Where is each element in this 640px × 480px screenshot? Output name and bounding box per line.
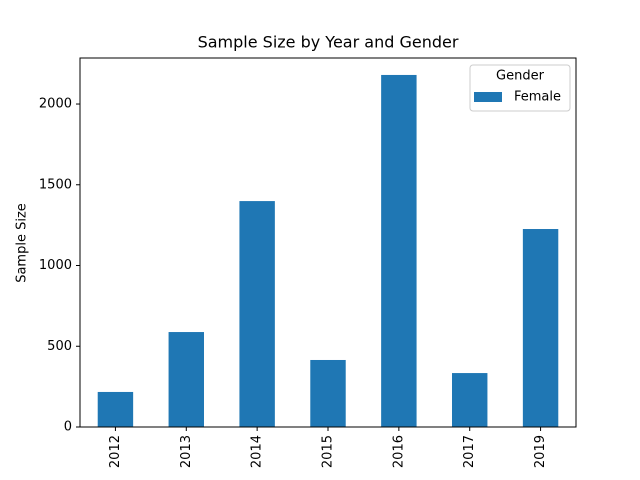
x-tick-label: 2012 bbox=[108, 435, 123, 468]
bar bbox=[97, 391, 134, 427]
x-tick-label: 2017 bbox=[462, 435, 477, 468]
x-tick-label: 2015 bbox=[321, 435, 336, 468]
x-tick-label: 2016 bbox=[391, 435, 406, 468]
y-tick-label: 1000 bbox=[39, 258, 72, 273]
bar bbox=[239, 201, 275, 427]
chart-title: Sample Size by Year and Gender bbox=[198, 33, 459, 52]
y-tick-label: 1500 bbox=[39, 177, 72, 192]
bar bbox=[310, 359, 346, 427]
legend-swatch bbox=[474, 92, 502, 102]
legend-label: Female bbox=[514, 90, 561, 105]
y-axis-label: Sample Size bbox=[15, 203, 30, 283]
x-tick-label: 2013 bbox=[179, 435, 194, 468]
y-tick-label: 500 bbox=[47, 339, 72, 354]
bar bbox=[381, 74, 417, 427]
x-tick-label: 2014 bbox=[250, 435, 265, 468]
bar bbox=[522, 229, 559, 427]
legend-title: Gender bbox=[496, 69, 545, 84]
bar bbox=[452, 373, 488, 427]
y-tick-label: 2000 bbox=[39, 97, 72, 112]
y-tick-label: 0 bbox=[64, 420, 72, 435]
bar bbox=[168, 332, 204, 427]
x-tick-label: 2019 bbox=[533, 435, 548, 468]
axes-frame bbox=[79, 57, 577, 428]
